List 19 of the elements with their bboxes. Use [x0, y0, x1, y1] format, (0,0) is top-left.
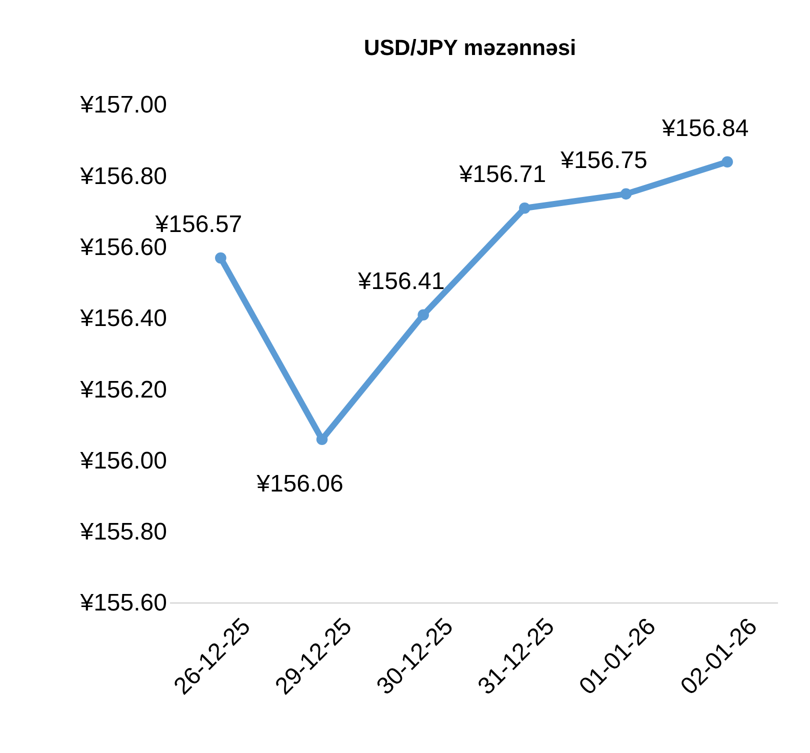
data-label: ¥156.06	[256, 470, 344, 498]
chart-title: USD/JPY məzənnəsi	[364, 35, 576, 60]
data-label: ¥156.41	[356, 268, 445, 295]
y-tick-label: ¥157.00	[79, 92, 167, 119]
y-tick-label: ¥155.60	[79, 590, 167, 617]
y-tick-label: ¥156.20	[79, 376, 167, 404]
data-label: ¥156.84	[660, 114, 749, 142]
data-label: ¥156.75	[560, 146, 648, 174]
point	[519, 202, 530, 214]
y-tick-label: ¥156.40	[79, 305, 167, 332]
point	[316, 434, 328, 445]
point	[215, 252, 226, 264]
point	[722, 156, 733, 168]
y-tick-label: ¥156.00	[79, 447, 167, 474]
y-tick-label: ¥156.80	[79, 162, 167, 190]
point	[620, 188, 632, 200]
data-label: ¥156.71	[458, 161, 546, 188]
point	[418, 309, 429, 320]
y-tick-label: ¥155.80	[79, 518, 167, 546]
